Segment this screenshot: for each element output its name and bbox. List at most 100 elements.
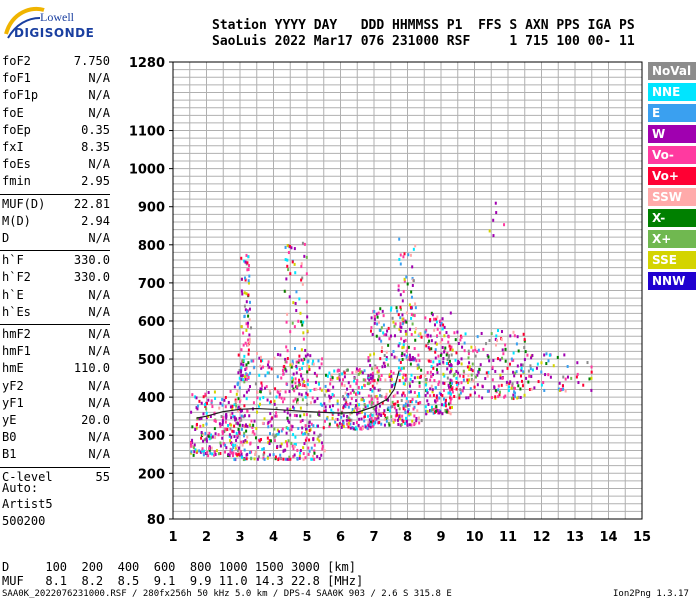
echo-point xyxy=(449,381,452,385)
echo-point xyxy=(305,413,308,417)
echo-point xyxy=(313,431,316,435)
echo-point xyxy=(336,417,339,421)
echo-point xyxy=(319,387,322,391)
echo-point xyxy=(247,348,250,352)
echo-point xyxy=(300,348,303,352)
echo-point xyxy=(325,389,328,393)
echo-point xyxy=(389,334,392,338)
echo-point xyxy=(469,387,472,391)
echo-point xyxy=(399,262,402,266)
echo-point xyxy=(398,257,401,261)
echo-point xyxy=(418,359,421,363)
echo-point xyxy=(233,403,236,407)
echo-point xyxy=(203,403,206,407)
echo-point xyxy=(374,366,377,370)
echo-point xyxy=(406,423,409,427)
echo-point xyxy=(325,373,328,377)
echo-point xyxy=(391,400,394,404)
echo-point xyxy=(308,367,311,371)
echo-point xyxy=(377,408,380,412)
echo-point xyxy=(424,373,427,377)
echo-point xyxy=(510,386,513,390)
echo-point xyxy=(362,407,365,411)
echo-point xyxy=(342,414,345,418)
echo-point xyxy=(367,394,370,398)
echo-point xyxy=(459,388,462,392)
echo-point xyxy=(316,455,319,459)
echo-point xyxy=(337,413,340,417)
echo-point xyxy=(199,424,202,428)
echo-point xyxy=(318,433,321,437)
echo-point xyxy=(512,330,515,334)
echo-point xyxy=(321,447,324,451)
echo-point xyxy=(308,449,311,453)
echo-point xyxy=(295,364,298,368)
echo-point xyxy=(292,455,295,459)
echo-point xyxy=(235,406,238,410)
echo-point xyxy=(443,325,446,329)
echo-point xyxy=(548,353,551,357)
echo-point xyxy=(204,431,207,435)
echo-point xyxy=(413,405,416,409)
echo-point xyxy=(344,405,347,409)
echo-point xyxy=(405,320,408,324)
echo-point xyxy=(218,422,221,426)
echo-point xyxy=(449,401,452,405)
echo-point xyxy=(213,419,216,423)
echo-point xyxy=(436,327,439,331)
echo-point xyxy=(409,327,412,331)
echo-point xyxy=(250,450,253,454)
echo-point xyxy=(416,375,419,379)
echo-point xyxy=(432,373,435,377)
echo-point xyxy=(254,436,257,440)
echo-point xyxy=(292,433,295,437)
echo-point xyxy=(221,432,224,436)
echo-point xyxy=(261,421,264,425)
echo-point xyxy=(526,353,529,357)
echo-point xyxy=(208,437,211,441)
echo-point xyxy=(399,307,402,311)
echo-point xyxy=(205,437,208,441)
echo-point xyxy=(375,406,378,410)
echo-point xyxy=(245,328,248,332)
echo-point xyxy=(501,376,504,380)
echo-point xyxy=(523,358,526,362)
echo-point xyxy=(370,326,373,330)
echo-point xyxy=(545,352,548,356)
echo-point xyxy=(229,422,232,426)
echo-point xyxy=(406,419,409,423)
echo-point xyxy=(269,400,272,404)
echo-point xyxy=(262,453,265,457)
param-row-foes: foEs N/A xyxy=(2,157,110,175)
echo-point xyxy=(470,345,473,349)
param-value: N/A xyxy=(88,287,110,302)
echo-point xyxy=(234,398,237,402)
echo-point xyxy=(306,383,309,387)
echo-point xyxy=(240,409,243,413)
echo-point xyxy=(285,441,288,445)
param-value: 55 xyxy=(95,469,110,484)
echo-point xyxy=(195,426,198,430)
echo-point xyxy=(420,374,423,378)
param-value: 7.750 xyxy=(73,54,110,68)
echo-point xyxy=(473,391,476,395)
echo-point xyxy=(406,346,409,350)
param-label: foF2 xyxy=(2,54,31,68)
echo-point xyxy=(357,411,360,415)
echo-point xyxy=(247,281,250,285)
echo-point xyxy=(280,396,283,400)
echo-point xyxy=(575,375,578,379)
chart-grid xyxy=(172,62,643,519)
echo-point xyxy=(441,345,444,349)
echo-point xyxy=(381,365,384,369)
echo-point xyxy=(436,363,439,367)
echo-point xyxy=(252,423,255,427)
echo-point xyxy=(294,435,297,439)
echo-point xyxy=(470,367,473,371)
echo-point xyxy=(245,363,248,367)
echo-point xyxy=(439,341,442,345)
echo-point xyxy=(268,389,271,393)
echo-point xyxy=(413,390,416,394)
echo-point xyxy=(237,397,240,401)
echo-point xyxy=(302,337,305,341)
